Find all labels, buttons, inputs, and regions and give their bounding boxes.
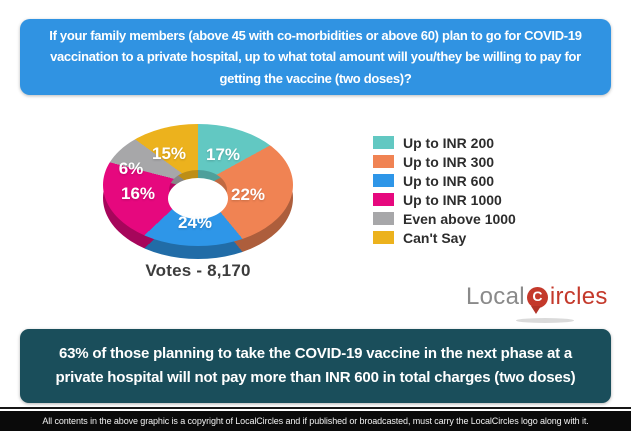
logo-text-ircles: ircles — [550, 283, 608, 311]
legend-item: Even above 1000 — [373, 209, 516, 228]
legend-item: Up to INR 600 — [373, 171, 516, 190]
footer-separator-line — [0, 407, 631, 409]
donut-chart: 17% 22% 24% 16% 6% 15% — [103, 124, 293, 260]
legend-item: Can't Say — [373, 228, 516, 247]
location-pin-icon: C — [527, 287, 548, 308]
legend-label: Up to INR 300 — [403, 154, 494, 170]
legend-label: Even above 1000 — [403, 211, 516, 227]
legend-label: Up to INR 200 — [403, 135, 494, 151]
pie-slice-label: 24% — [178, 213, 212, 233]
copyright-strip: All contents in the above graphic is a c… — [0, 411, 631, 431]
pie-slice-label: 22% — [231, 185, 265, 205]
logo-wordmark: Local C ircles — [466, 283, 616, 311]
legend-label: Up to INR 1000 — [403, 192, 502, 208]
infographic-canvas: If your family members (above 45 with co… — [0, 0, 631, 433]
votes-label: Votes - 8,170 — [103, 261, 293, 281]
pie-slice-label: 16% — [121, 184, 155, 204]
logo-pin-shadow — [516, 318, 574, 323]
copyright-text: All contents in the above graphic is a c… — [42, 416, 588, 426]
legend-item: Up to INR 1000 — [373, 190, 516, 209]
pie-slice-label: 17% — [206, 145, 240, 165]
legend-swatch — [373, 155, 394, 168]
legend-item: Up to INR 200 — [373, 133, 516, 152]
legend-swatch — [373, 193, 394, 206]
legend-swatch — [373, 174, 394, 187]
localcircles-logo: Local C ircles — [466, 283, 616, 325]
legend-label: Can't Say — [403, 230, 466, 246]
pie-slice-label: 6% — [119, 159, 144, 179]
pin-letter: C — [532, 289, 542, 303]
legend-swatch — [373, 231, 394, 244]
legend-swatch — [373, 212, 394, 225]
logo-text-local: Local — [466, 283, 525, 311]
insight-text: 63% of those planning to take the COVID-… — [43, 342, 588, 390]
legend-swatch — [373, 136, 394, 149]
pie-slice-label: 15% — [152, 144, 186, 164]
chart-legend: Up to INR 200 Up to INR 300 Up to INR 60… — [373, 133, 516, 247]
legend-item: Up to INR 300 — [373, 152, 516, 171]
legend-label: Up to INR 600 — [403, 173, 494, 189]
question-banner: If your family members (above 45 with co… — [20, 19, 611, 95]
insight-banner: 63% of those planning to take the COVID-… — [20, 329, 611, 403]
question-text: If your family members (above 45 with co… — [35, 25, 597, 88]
